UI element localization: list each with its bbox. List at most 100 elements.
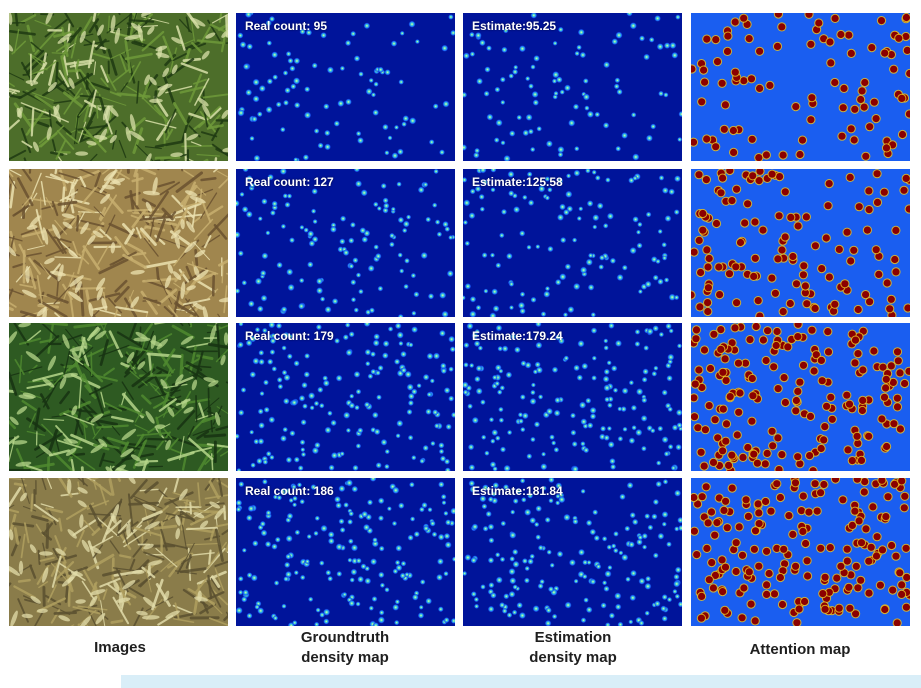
- wheat-stroke: [21, 193, 34, 208]
- density-blob: [416, 383, 422, 389]
- attention-dot: [802, 213, 810, 221]
- density-blob: [327, 531, 335, 539]
- density-blob: [471, 523, 479, 531]
- density-blob: [441, 310, 449, 317]
- attention-dot: [896, 369, 904, 377]
- density-blob: [511, 609, 518, 616]
- attention-dot: [881, 49, 889, 57]
- wheat-stroke: [55, 61, 59, 87]
- density-blob: [495, 119, 503, 127]
- wheat-stroke: [162, 427, 173, 439]
- density-blob: [394, 323, 402, 330]
- wheat-stroke: [34, 19, 52, 27]
- wheat-stroke: [26, 383, 52, 389]
- column-title-line: Groundtruth: [300, 629, 390, 646]
- density-blob: [522, 129, 530, 137]
- density-blob: [355, 443, 362, 449]
- density-blob: [487, 496, 494, 503]
- wheat-stroke: [25, 108, 46, 136]
- wheat-stroke: [100, 65, 109, 83]
- attention-dot: [742, 496, 750, 504]
- wheat-ear: [67, 529, 77, 539]
- density-blob: [571, 465, 579, 471]
- attention-dot: [881, 605, 889, 614]
- density-blob: [372, 109, 380, 117]
- wheat-stroke: [119, 53, 129, 65]
- wheat-ear: [68, 291, 83, 302]
- density-blob: [272, 615, 279, 621]
- wheat-stroke: [77, 478, 88, 487]
- attention-dot: [728, 339, 736, 347]
- wheat-stroke: [9, 183, 12, 199]
- density-blob: [357, 575, 365, 583]
- wheat-ear: [53, 105, 61, 123]
- wheat-ear: [189, 195, 206, 204]
- density-blob: [571, 440, 578, 448]
- density-blob: [348, 599, 356, 607]
- density-blob: [655, 460, 662, 466]
- wheat-ear: [189, 17, 206, 27]
- attention-dot: [691, 493, 698, 502]
- attention-dot: [766, 81, 774, 89]
- wheat-stroke: [92, 13, 97, 22]
- groundtruth-map-row-3: Real count: 179: [236, 323, 455, 471]
- attention-dot: [846, 173, 854, 181]
- attention-dot: [743, 20, 751, 28]
- density-blob: [586, 200, 594, 207]
- density-blob: [526, 171, 533, 178]
- attention-dot: [723, 47, 732, 56]
- density-blob: [466, 323, 474, 330]
- wheat-ear: [71, 350, 80, 363]
- wheat-stroke: [197, 482, 201, 508]
- attention-map-row-1: [691, 13, 910, 161]
- density-blob: [674, 566, 682, 574]
- density-blob: [256, 457, 263, 465]
- density-blob: [606, 544, 613, 551]
- attention-dot: [740, 14, 748, 22]
- density-blob: [586, 110, 595, 119]
- wheat-stroke: [194, 575, 210, 594]
- density-blob: [644, 582, 652, 590]
- density-blob: [500, 208, 508, 216]
- density-blob: [629, 511, 636, 519]
- attention-dot: [820, 436, 828, 444]
- attention-dot: [735, 408, 743, 416]
- wheat-ear: [103, 170, 116, 182]
- wheat-ear: [36, 306, 47, 317]
- wheat-stroke: [46, 456, 51, 471]
- density-blob: [643, 345, 650, 351]
- density-blob: [594, 111, 601, 118]
- wheat-stroke: [79, 69, 99, 94]
- attention-dot: [893, 403, 902, 411]
- wheat-stroke: [154, 368, 176, 392]
- attention-dot: [771, 289, 779, 297]
- density-blob: [392, 486, 400, 495]
- wheat-stroke: [143, 237, 159, 257]
- attention-dot: [882, 144, 891, 152]
- density-blob: [485, 510, 492, 518]
- attention-dot: [872, 480, 880, 488]
- attention-dot: [878, 415, 886, 423]
- density-blob: [491, 374, 498, 381]
- attention-dot: [805, 13, 813, 18]
- wheat-ear: [193, 512, 205, 519]
- density-blob: [590, 312, 597, 317]
- wheat-stroke: [174, 376, 194, 386]
- density-blob: [630, 112, 637, 118]
- density-blob: [674, 593, 681, 600]
- wheat-stroke: [167, 451, 195, 462]
- wheat-stroke: [134, 424, 149, 432]
- density-blob: [285, 50, 292, 57]
- attention-dot: [854, 305, 862, 314]
- wheat-ear: [45, 13, 54, 25]
- wheat-stroke: [45, 229, 65, 255]
- density-blob: [464, 553, 472, 562]
- density-blob: [393, 619, 400, 626]
- attention-dot: [877, 17, 886, 25]
- density-blob: [518, 45, 527, 53]
- density-blob: [589, 413, 597, 420]
- attention-dot: [763, 547, 771, 555]
- density-blob: [464, 282, 472, 290]
- attention-dot: [853, 478, 861, 483]
- wheat-stroke: [194, 350, 204, 383]
